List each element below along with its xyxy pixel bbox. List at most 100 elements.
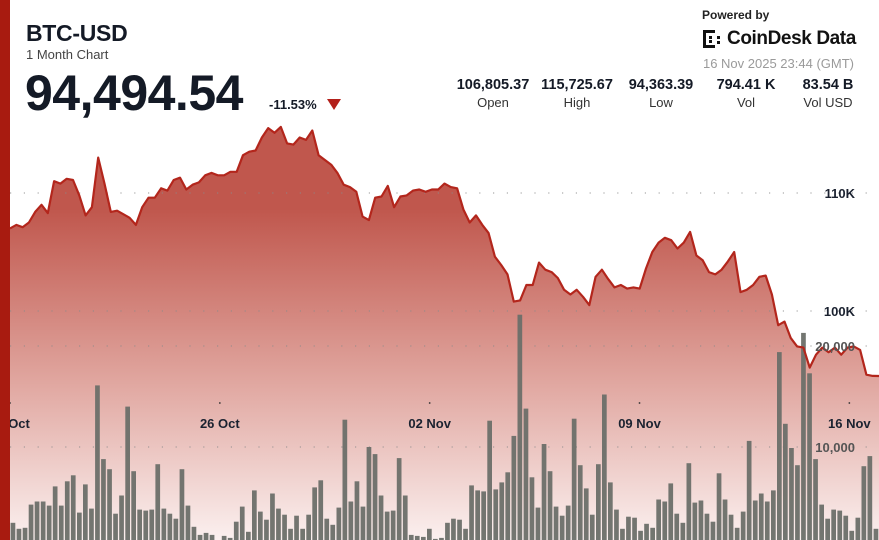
- volume-bar: [656, 499, 661, 540]
- volume-bar: [608, 482, 613, 540]
- volume-bar: [342, 419, 348, 540]
- volume-bar: [728, 514, 734, 540]
- volume-bar: [795, 465, 800, 540]
- volume-bar: [445, 522, 450, 540]
- current-price: 94,494.54: [25, 65, 243, 121]
- date-tick-label: 26 Oct: [200, 416, 240, 431]
- volume-bar: [131, 471, 136, 540]
- volume-bar: [276, 508, 281, 540]
- volume-bar: [318, 480, 324, 540]
- volume-bar: [396, 458, 402, 540]
- volume-bar: [58, 505, 64, 540]
- volume-bar: [330, 524, 336, 540]
- date-tick-mark: [638, 402, 641, 404]
- volume-bar: [825, 518, 830, 540]
- volume-bar: [722, 499, 728, 540]
- volume-bar: [366, 447, 372, 540]
- volume-bar: [704, 513, 710, 540]
- volume-bar: [752, 500, 758, 540]
- volume-bar: [602, 394, 607, 540]
- volume-bar: [855, 517, 861, 540]
- volume-bar: [819, 504, 824, 540]
- volume-bar: [517, 314, 523, 540]
- volume-bar: [197, 534, 203, 540]
- volume-bar: [34, 501, 40, 540]
- volume-bar: [523, 408, 529, 540]
- volume-bar: [644, 523, 649, 540]
- volume-bar: [191, 526, 197, 540]
- volume-bar: [270, 493, 275, 540]
- volume-bar: [638, 530, 643, 540]
- volume-bar: [686, 463, 692, 540]
- volume-bar: [867, 456, 873, 540]
- volume-bar: [463, 528, 468, 540]
- volume-bar: [662, 501, 668, 540]
- volume-bar: [89, 508, 94, 540]
- stat-value: 83.54 B: [802, 77, 854, 93]
- volume-bar: [843, 515, 849, 540]
- volume-bar: [710, 521, 716, 540]
- volume-bar: [511, 435, 517, 540]
- volume-bar: [101, 459, 106, 540]
- stat-label: High: [563, 95, 591, 110]
- volume-bar: [125, 406, 130, 540]
- volume-bar: [10, 522, 16, 540]
- volume-bar: [28, 504, 34, 540]
- volume-bar: [378, 495, 384, 540]
- volume-bar: [583, 488, 589, 540]
- volume-bar: [614, 509, 619, 540]
- volume-bar: [499, 482, 505, 540]
- volume-bar: [565, 505, 571, 540]
- volume-bar: [758, 493, 764, 540]
- volume-bar: [783, 423, 788, 540]
- volume-bar: [831, 509, 836, 540]
- volume-bar: [221, 535, 227, 540]
- volume-bar: [179, 469, 185, 540]
- volume-bar: [300, 528, 305, 540]
- volume-bar: [348, 501, 354, 540]
- volume-bar: [46, 505, 52, 540]
- volume-bar: [849, 530, 855, 540]
- volume-bar: [740, 511, 746, 540]
- volume-bar: [668, 483, 674, 540]
- date-tick-mark: [848, 402, 851, 404]
- volume-bar: [433, 538, 438, 540]
- volume-bar: [801, 332, 806, 540]
- down-triangle-icon: [326, 99, 341, 110]
- volume-bar: [414, 535, 420, 540]
- volume-bar: [469, 485, 474, 540]
- price-tick-label: 110K: [825, 186, 856, 201]
- volume-bar: [107, 469, 112, 540]
- date-tick-label: 02 Nov: [408, 416, 451, 431]
- volume-bar: [372, 454, 378, 540]
- accent-stripe: [0, 0, 10, 540]
- volume-bar: [360, 506, 366, 540]
- volume-bar: [64, 481, 70, 540]
- volume-bar: [632, 517, 637, 540]
- volume-bar: [282, 514, 287, 540]
- volume-bar: [698, 500, 704, 540]
- volume-bar: [547, 471, 553, 540]
- volume-bar: [734, 527, 740, 540]
- volume-bar: [264, 519, 269, 540]
- volume-tick-label: 20,000: [815, 339, 855, 354]
- volume-bars: [10, 314, 879, 540]
- chart-period: 1 Month Chart: [26, 47, 109, 62]
- volume-bar: [312, 487, 317, 540]
- volume-bar: [692, 502, 698, 540]
- volume-bar: [457, 519, 462, 540]
- volume-bar: [306, 514, 311, 540]
- volume-bar: [384, 511, 390, 540]
- stat-label: Vol USD: [803, 95, 853, 110]
- asset-title: BTC-USD: [26, 20, 128, 46]
- volume-bar: [70, 475, 76, 540]
- stat-label: Open: [477, 95, 509, 110]
- volume-bar: [427, 528, 432, 540]
- volume-bar: [324, 518, 330, 540]
- volume-bar: [837, 510, 843, 540]
- volume-bar: [807, 373, 812, 540]
- volume-bar: [620, 528, 625, 540]
- stat-value: 94,363.39: [628, 77, 694, 93]
- timestamp: 16 Nov 2025 23:44 (GMT): [702, 56, 854, 71]
- price-change-value: -11.53%: [269, 97, 317, 112]
